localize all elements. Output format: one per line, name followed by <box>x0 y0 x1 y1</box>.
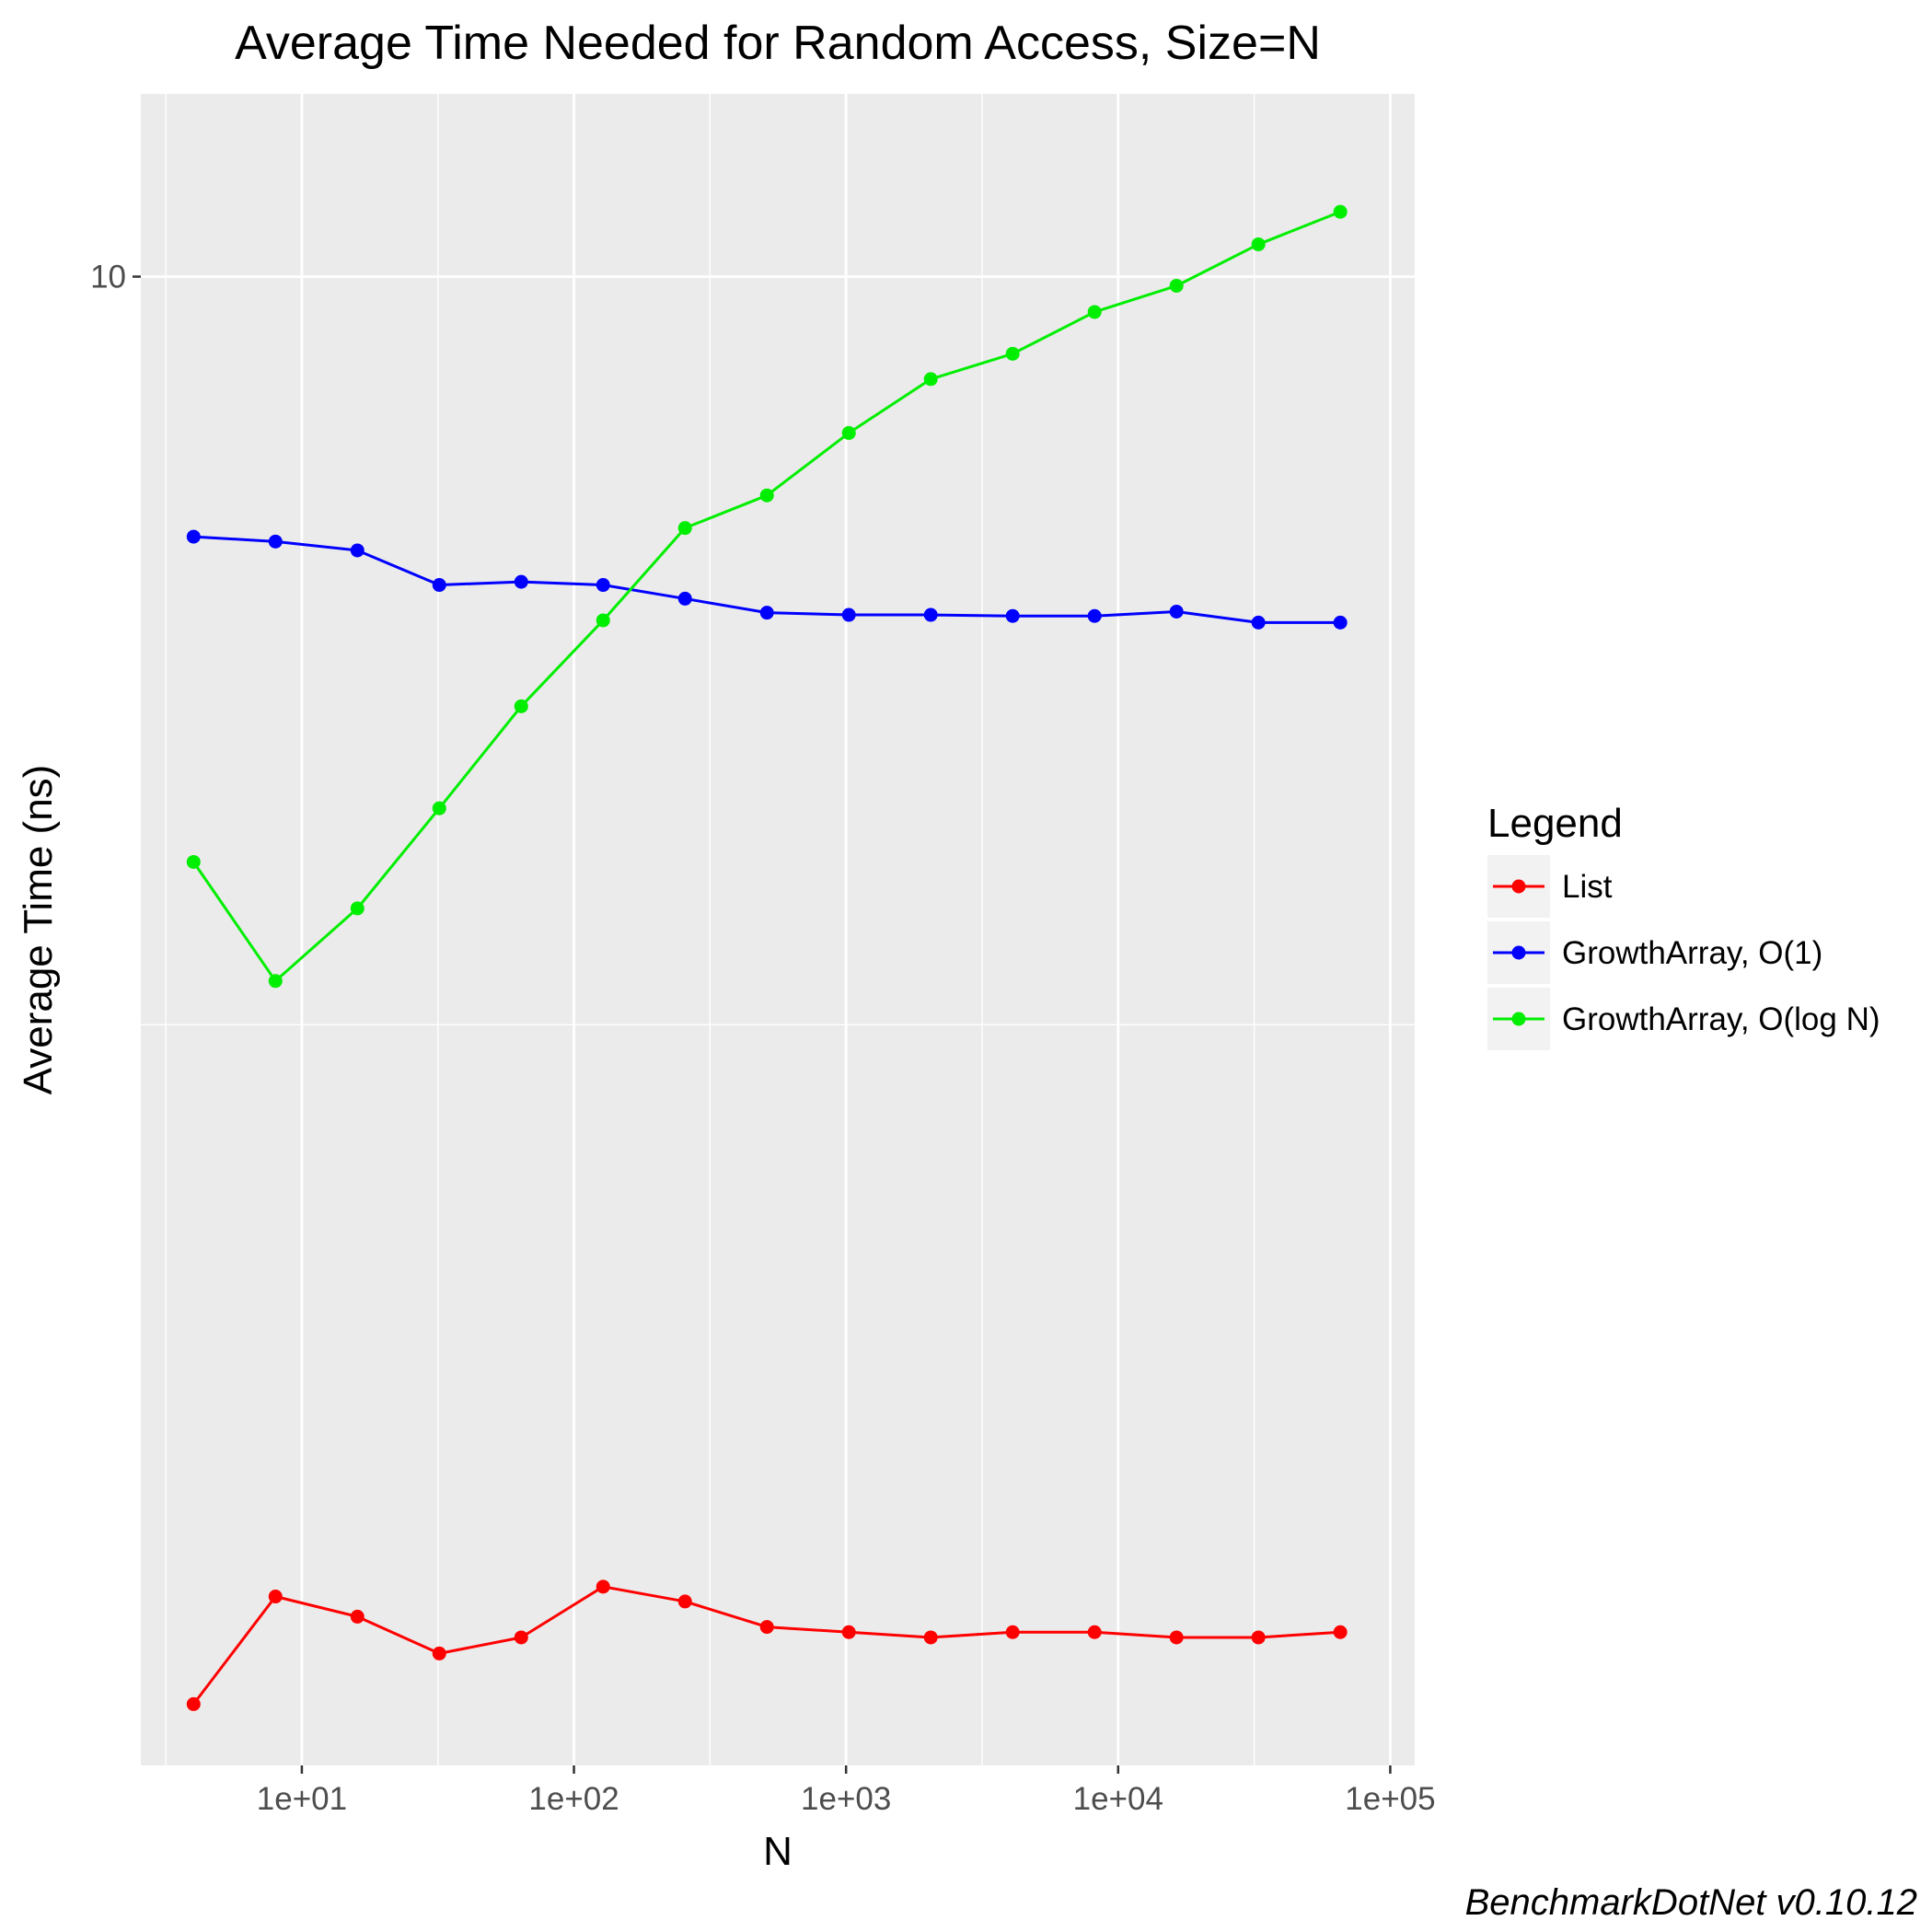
data-point <box>1333 204 1348 219</box>
data-point <box>1087 305 1102 319</box>
data-point <box>268 974 283 989</box>
data-point <box>350 901 364 916</box>
data-point <box>841 1625 856 1639</box>
data-point <box>186 529 201 544</box>
data-point <box>268 1590 283 1604</box>
caption: BenchmarkDotNet v0.10.12 <box>1465 1882 1917 1923</box>
x-axis-title: N <box>763 1829 792 1874</box>
major-gridlines <box>141 94 1415 1765</box>
x-tick-label: 1e+01 <box>257 1781 347 1817</box>
data-point <box>1005 1625 1020 1639</box>
data-point <box>186 1696 201 1711</box>
plot-panel <box>141 94 1415 1765</box>
data-point <box>514 1630 528 1645</box>
data-point <box>1251 237 1266 251</box>
legend-key-point <box>1511 945 1526 960</box>
data-point <box>1333 615 1348 630</box>
data-point <box>759 488 774 503</box>
data-point <box>841 425 856 440</box>
series-layer <box>186 204 1348 1711</box>
series-0 <box>186 1579 1348 1711</box>
data-point <box>1251 1630 1266 1645</box>
data-point <box>432 1646 446 1660</box>
data-point <box>596 578 610 593</box>
data-point <box>759 606 774 620</box>
legend-label: List <box>1562 869 1613 905</box>
data-point <box>923 372 938 387</box>
x-tick-label: 1e+05 <box>1345 1781 1435 1817</box>
data-point <box>677 521 692 536</box>
x-axis: 1e+01 1e+02 1e+03 1e+04 1e+05 <box>257 1765 1436 1817</box>
data-point <box>1005 608 1020 623</box>
data-point <box>186 854 201 869</box>
data-point <box>1005 346 1020 361</box>
data-point <box>514 574 528 589</box>
data-point <box>596 613 610 628</box>
y-axis: 10 <box>90 260 141 295</box>
x-tick-label: 1e+03 <box>801 1781 891 1817</box>
data-point <box>1169 278 1184 293</box>
data-point <box>268 534 283 549</box>
data-point <box>432 801 446 816</box>
legend-title: Legend <box>1487 801 1623 846</box>
legend-item: List <box>1487 855 1613 918</box>
data-point <box>677 1594 692 1609</box>
legend-item: GrowthArray, O(log N) <box>1487 988 1880 1050</box>
legend-item: GrowthArray, O(1) <box>1487 921 1822 984</box>
data-point <box>1169 604 1184 619</box>
data-point <box>759 1620 774 1635</box>
legend-key-point <box>1511 1012 1526 1026</box>
legend: Legend List GrowthArray, O(1) GrowthArray,… <box>1487 801 1880 1050</box>
data-point <box>350 1609 364 1624</box>
data-point <box>923 607 938 622</box>
data-point <box>350 543 364 558</box>
legend-key-point <box>1511 879 1526 894</box>
y-axis-title: Average Time (ns) <box>16 765 61 1095</box>
series-2 <box>186 204 1348 989</box>
minor-gridlines <box>141 94 1415 1765</box>
x-tick-label: 1e+02 <box>528 1781 619 1817</box>
y-tick-label: 10 <box>90 260 126 295</box>
series-1 <box>186 529 1348 630</box>
data-point <box>1087 1625 1102 1639</box>
chart-title: Average Time Needed for Random Access, S… <box>235 17 1321 70</box>
data-point <box>514 699 528 713</box>
data-point <box>923 1630 938 1645</box>
data-point <box>1169 1630 1184 1645</box>
data-point <box>1087 608 1102 623</box>
data-point <box>841 607 856 622</box>
x-tick-label: 1e+04 <box>1073 1781 1163 1817</box>
legend-label: GrowthArray, O(log N) <box>1562 1001 1880 1037</box>
data-point <box>677 591 692 606</box>
data-point <box>432 578 446 593</box>
legend-items: List GrowthArray, O(1) GrowthArray, O(log … <box>1487 855 1880 1050</box>
legend-label: GrowthArray, O(1) <box>1562 935 1822 971</box>
data-point <box>596 1579 610 1594</box>
data-point <box>1251 615 1266 630</box>
data-point <box>1333 1625 1348 1639</box>
